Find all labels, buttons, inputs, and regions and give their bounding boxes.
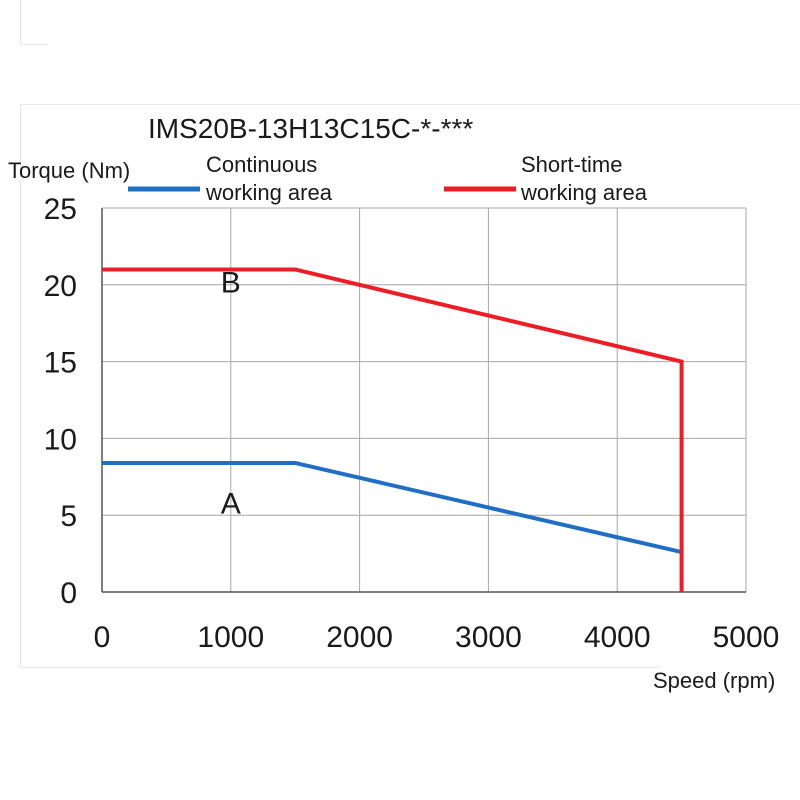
- legend-label-short-time-line2: working area: [520, 180, 648, 205]
- frame-line-left-upper-foot: [20, 44, 48, 45]
- x-tick-label-0: 0: [94, 621, 111, 654]
- frame-line-left: [20, 104, 21, 668]
- y-tick-label-15: 15: [44, 347, 77, 380]
- frame-line-bottom: [20, 667, 660, 668]
- region-annotations: BA: [221, 266, 241, 520]
- x-tick-label-4000: 4000: [584, 621, 651, 654]
- legend: Continuous working area Short-time worki…: [128, 152, 648, 205]
- axes: [101, 208, 746, 593]
- legend-label-continuous-line1: Continuous: [206, 152, 317, 177]
- y-tick-label-25: 25: [44, 193, 77, 226]
- series-layer: [102, 267, 684, 592]
- y-tick-label-10: 10: [44, 423, 77, 456]
- grid: [102, 207, 747, 592]
- y-tick-label-20: 20: [44, 270, 77, 303]
- region-label-b: B: [221, 266, 241, 299]
- legend-label-continuous-line2: working area: [205, 180, 333, 205]
- legend-label-short-time-line1: Short-time: [521, 152, 622, 177]
- frame-line-top: [20, 104, 800, 105]
- y-axis-label: Torque (Nm): [8, 158, 130, 183]
- x-axis-label: Speed (rpm): [653, 668, 775, 693]
- series-line-continuous: [102, 460, 683, 555]
- y-tick-label-0: 0: [60, 577, 77, 610]
- x-tick-label-5000: 5000: [713, 621, 780, 654]
- x-tick-label-1000: 1000: [197, 621, 264, 654]
- series-line-short-time: [102, 267, 684, 592]
- region-label-a: A: [221, 488, 241, 521]
- chart-title: IMS20B-13H13C15C-*-***: [148, 113, 473, 144]
- x-tick-label-2000: 2000: [326, 621, 393, 654]
- frame-line-left-upper: [20, 0, 21, 44]
- x-tick-label-3000: 3000: [455, 621, 522, 654]
- y-tick-label-5: 5: [60, 500, 77, 533]
- tick-labels: 0 1000 2000 3000 4000 5000 0 5 10 15 20 25: [44, 193, 780, 654]
